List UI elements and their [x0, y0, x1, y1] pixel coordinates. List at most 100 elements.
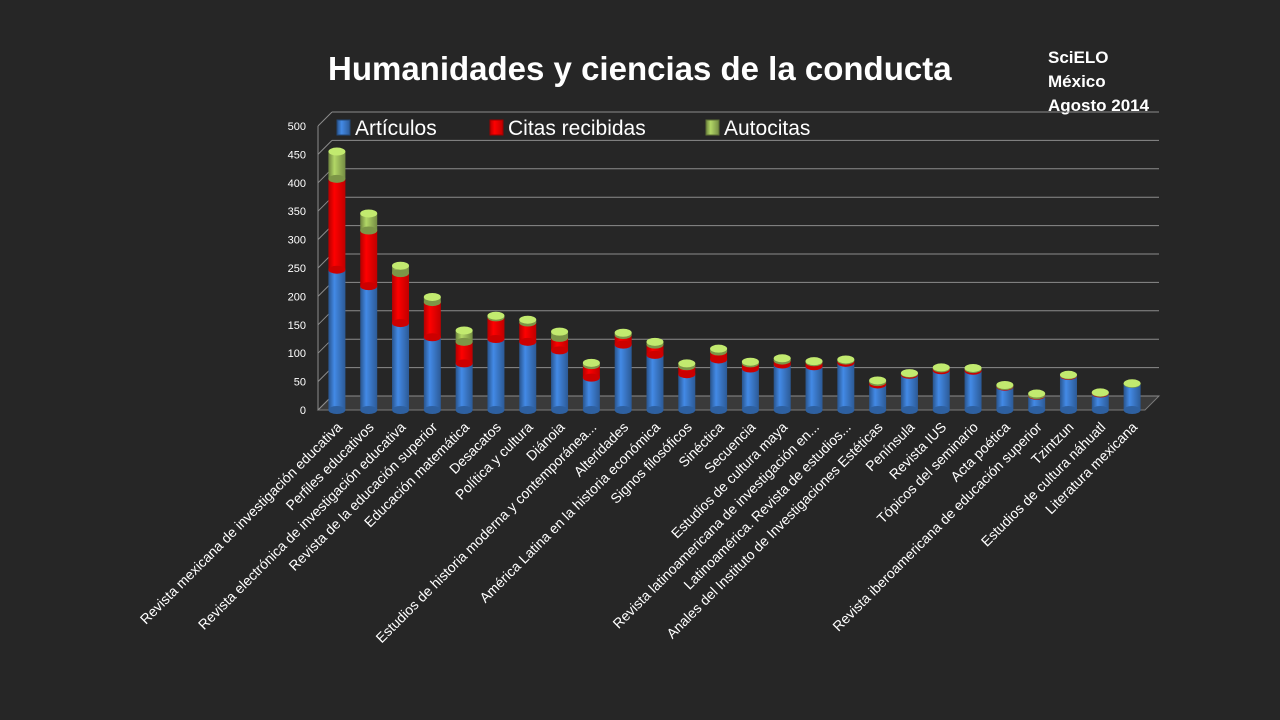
legend-item: Artículos — [336, 117, 437, 140]
bar-top-cap — [773, 354, 791, 363]
bar-top-cap — [423, 292, 441, 301]
bar-segment-base — [487, 335, 505, 343]
bar-segment-articulos — [837, 362, 855, 410]
bar-segment-articulos — [1059, 375, 1077, 410]
bar-segment-citas — [392, 273, 410, 324]
bar-top-cap — [1091, 388, 1109, 397]
bar-segment-citas — [614, 335, 632, 345]
bar-segment-base — [519, 337, 537, 346]
bar-segment-articulos — [741, 368, 759, 410]
bar-group — [996, 381, 1014, 414]
bar-segment-base — [710, 406, 728, 414]
bar-segment-base — [360, 226, 378, 235]
source-line-date: Agosto 2014 — [1048, 96, 1150, 115]
bar-segment-base — [996, 406, 1014, 414]
y-tick-label: 250 — [288, 263, 306, 275]
bar-group — [1059, 370, 1077, 414]
bar-top-cap — [360, 209, 378, 218]
bar-top-cap — [805, 357, 823, 366]
bar-group — [582, 358, 600, 414]
bar-segment-base — [455, 406, 473, 414]
bar-group — [1091, 388, 1109, 414]
bar-top-cap — [837, 355, 855, 364]
bar-segment-articulos — [582, 377, 600, 410]
bar-segment-autocitas — [360, 213, 378, 231]
bar-group — [805, 357, 823, 414]
bar-segment-base — [710, 355, 728, 364]
bar-segment-base — [423, 333, 441, 342]
bar-segment-articulos — [328, 269, 346, 410]
bar-segment-base — [392, 319, 410, 328]
bar-top-cap — [1123, 379, 1141, 388]
bar-segment-base — [455, 337, 473, 346]
gridline-depth — [317, 140, 333, 155]
bar-segment-base — [1091, 406, 1109, 414]
bar-segment-base — [932, 406, 950, 414]
bar-segment-citas — [328, 178, 346, 270]
bar-segment-articulos — [487, 339, 505, 410]
bar-group — [678, 359, 696, 414]
bar-segment-articulos — [1091, 393, 1109, 410]
bar-group — [487, 311, 505, 414]
bar-segment-articulos — [1028, 395, 1046, 410]
bar-segment-articulos — [710, 359, 728, 410]
legend-label: Citas recibidas — [508, 117, 646, 140]
bar-segment-articulos — [519, 341, 537, 410]
bar-segment-articulos — [678, 374, 696, 410]
bar-group — [646, 337, 664, 414]
bar-top-cap — [582, 358, 600, 367]
bar-segment-base — [1123, 406, 1141, 414]
bar-segment-citas — [360, 230, 378, 287]
bar-segment-base — [392, 406, 410, 414]
bar-segment-base — [1028, 406, 1046, 414]
bar-top-cap — [646, 337, 664, 346]
bar-top-cap — [551, 327, 569, 336]
bar-segment-base — [1059, 406, 1077, 414]
bar-top-cap — [1028, 389, 1046, 398]
bar-group — [900, 369, 918, 414]
bar-top-cap — [710, 344, 728, 353]
bar-top-cap — [455, 326, 473, 335]
bar-group — [392, 261, 410, 414]
bar-segment-base — [837, 406, 855, 414]
bar-group — [710, 344, 728, 414]
bar-group — [519, 315, 537, 414]
bar-segment-autocitas — [328, 151, 346, 179]
bar-segment-base — [582, 406, 600, 414]
legend-label: Artículos — [355, 117, 437, 140]
bar-segment-articulos — [455, 363, 473, 410]
bar-top-cap — [741, 357, 759, 366]
y-tick-label: 500 — [288, 121, 306, 133]
bar-group — [360, 209, 378, 414]
bar-top-cap — [328, 147, 346, 156]
legend-swatch — [489, 119, 504, 136]
bar-segment-base — [678, 406, 696, 414]
bar-segment-citas — [646, 344, 664, 355]
bar-segment-base — [423, 406, 441, 414]
bar-segment-citas — [423, 302, 441, 338]
legend-label: Autocitas — [724, 117, 810, 140]
bar-segment-base — [646, 350, 664, 359]
bar-segment-articulos — [932, 370, 950, 410]
bar-segment-base — [455, 359, 473, 368]
bar-group — [1028, 389, 1046, 414]
bar-group — [1123, 379, 1141, 414]
bar-segment-base — [328, 265, 346, 274]
bar-segment-articulos — [996, 386, 1014, 410]
bar-group — [837, 355, 855, 414]
bar-segment-base — [614, 406, 632, 414]
bar-segment-base — [328, 406, 346, 414]
bar-top-cap — [392, 261, 410, 270]
bar-segment-base — [678, 370, 696, 379]
bar-segment-articulos — [964, 370, 982, 410]
bar-segment-base — [487, 406, 505, 414]
bar-segment-base — [741, 406, 759, 414]
bar-segment-articulos — [900, 374, 918, 410]
bar-group — [328, 147, 346, 414]
bar-segment-base — [328, 174, 346, 183]
bar-segment-base — [773, 406, 791, 414]
bar-group — [773, 354, 791, 414]
bar-top-cap — [964, 363, 982, 372]
chart-title: Humanidades y ciencias de la conducta — [328, 50, 952, 87]
source-line-country: México — [1048, 72, 1106, 91]
